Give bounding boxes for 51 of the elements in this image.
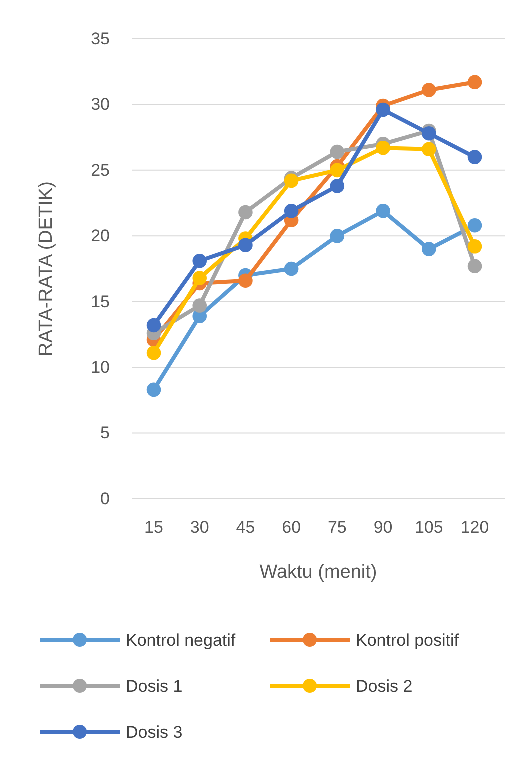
point	[422, 242, 436, 256]
point	[422, 142, 436, 157]
point	[146, 382, 162, 398]
x-tick-label: 60	[282, 518, 302, 538]
point	[376, 140, 390, 156]
y-tick-label: 35	[91, 29, 110, 48]
y-axis-title: RATA-RATA (DETIK)	[36, 182, 57, 356]
y-tick-label: 10	[91, 358, 110, 378]
legend-label: Dosis 1	[126, 677, 183, 696]
x-tick-label: 105	[414, 518, 444, 538]
y-tick-label: 25	[91, 160, 110, 180]
point	[330, 163, 345, 178]
point	[192, 271, 207, 286]
point	[468, 259, 482, 274]
x-tick-label: 75	[328, 518, 347, 538]
point	[376, 204, 390, 218]
legend-label: Kontrol negatif	[126, 631, 236, 650]
y-tick-label: 15	[91, 292, 110, 312]
point	[192, 254, 207, 268]
point	[376, 102, 390, 118]
legend-label: Dosis 2	[356, 677, 413, 696]
point	[238, 205, 253, 220]
point	[422, 83, 436, 98]
point	[468, 240, 482, 254]
point	[146, 318, 162, 333]
point	[192, 298, 207, 313]
point	[330, 179, 345, 194]
point	[468, 150, 482, 164]
y-tick-label: 30	[91, 95, 110, 114]
point	[468, 75, 482, 90]
x-tick-label: 15	[144, 518, 164, 538]
y-tick-label: 0	[100, 489, 110, 508]
point	[146, 346, 162, 360]
point	[284, 174, 299, 188]
x-tick-label: 45	[236, 518, 256, 538]
legend-label: Dosis 3	[126, 723, 183, 742]
point	[468, 218, 482, 233]
point	[330, 144, 345, 160]
y-tick-label: 20	[91, 226, 110, 246]
point	[284, 262, 299, 276]
x-tick-label: 120	[460, 518, 490, 538]
point	[330, 229, 345, 244]
x-tick-label: 90	[374, 518, 393, 538]
x-axis-title: Waktu (menit)	[260, 562, 378, 583]
y-tick-label: 5	[100, 424, 110, 443]
x-tick-label: 30	[190, 518, 210, 538]
point	[238, 238, 253, 252]
point	[422, 126, 436, 141]
point	[284, 204, 299, 218]
legend-label: Kontrol positif	[356, 631, 460, 650]
point	[238, 274, 253, 288]
